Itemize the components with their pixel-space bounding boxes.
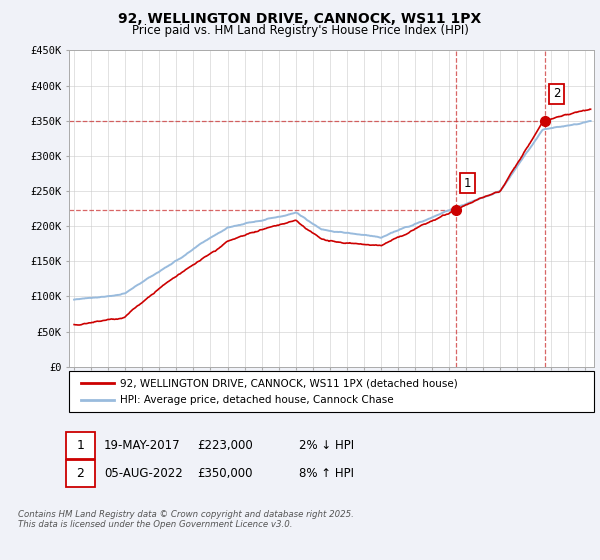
Text: 92, WELLINGTON DRIVE, CANNOCK, WS11 1PX: 92, WELLINGTON DRIVE, CANNOCK, WS11 1PX xyxy=(118,12,482,26)
Text: £350,000: £350,000 xyxy=(197,466,252,480)
Text: 05-AUG-2022: 05-AUG-2022 xyxy=(104,466,182,480)
Text: 8% ↑ HPI: 8% ↑ HPI xyxy=(299,466,354,480)
Text: HPI: Average price, detached house, Cannock Chase: HPI: Average price, detached house, Cann… xyxy=(120,395,394,405)
Text: 19-MAY-2017: 19-MAY-2017 xyxy=(104,438,181,452)
Text: 2: 2 xyxy=(76,466,85,480)
Text: 1: 1 xyxy=(76,438,85,452)
Text: 1: 1 xyxy=(464,177,471,190)
Text: 2: 2 xyxy=(553,87,560,100)
Text: Price paid vs. HM Land Registry's House Price Index (HPI): Price paid vs. HM Land Registry's House … xyxy=(131,24,469,36)
Text: Contains HM Land Registry data © Crown copyright and database right 2025.
This d: Contains HM Land Registry data © Crown c… xyxy=(18,510,354,529)
Text: 92, WELLINGTON DRIVE, CANNOCK, WS11 1PX (detached house): 92, WELLINGTON DRIVE, CANNOCK, WS11 1PX … xyxy=(120,379,458,389)
Text: 2% ↓ HPI: 2% ↓ HPI xyxy=(299,438,354,452)
Text: £223,000: £223,000 xyxy=(197,438,253,452)
